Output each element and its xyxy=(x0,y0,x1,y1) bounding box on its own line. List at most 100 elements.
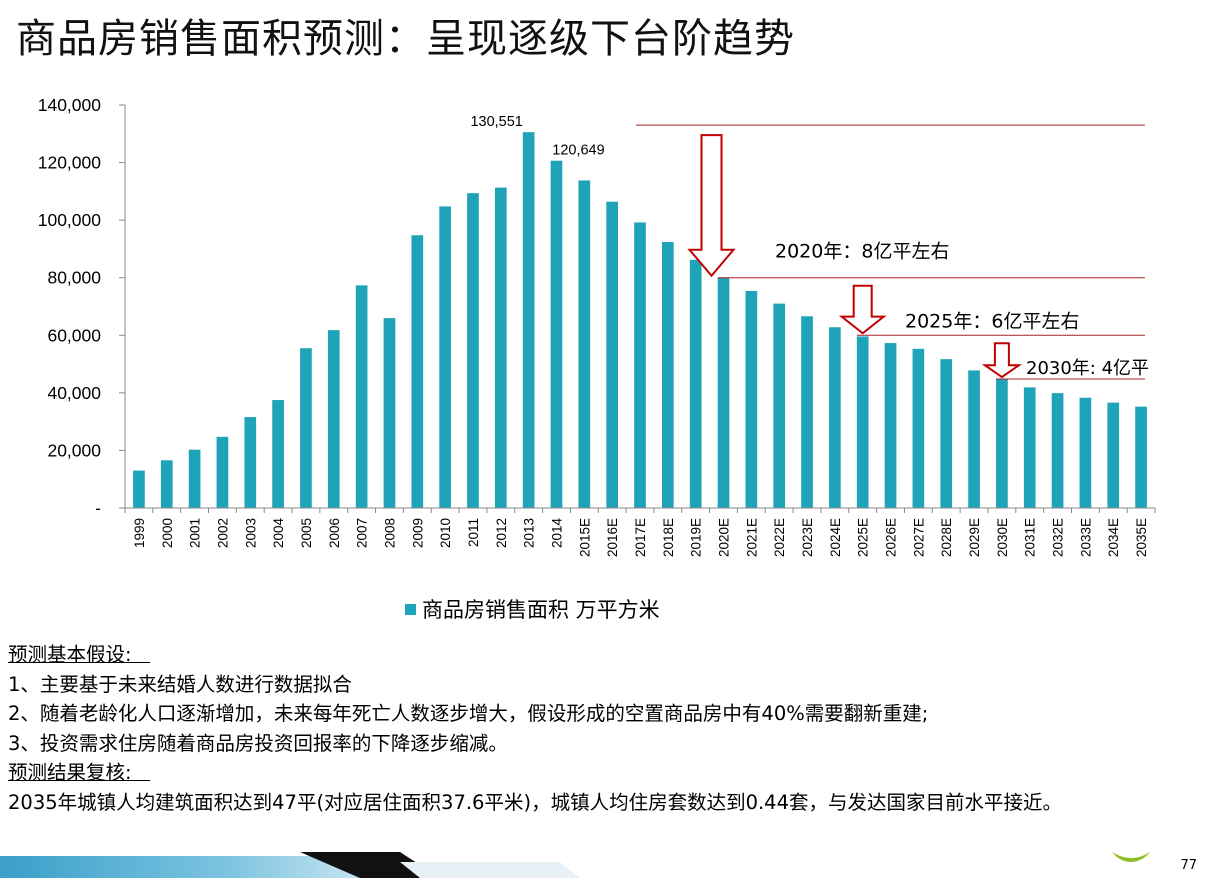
x-tick-label: 2035E xyxy=(1134,518,1149,557)
x-tick-label: 2007 xyxy=(355,518,370,548)
bar xyxy=(355,285,368,508)
assumption-item: 1、主要基于未来结婚人数进行数据拟合 xyxy=(8,672,352,696)
x-tick-label: 2028E xyxy=(939,518,954,557)
bar xyxy=(216,436,229,508)
bar xyxy=(717,277,730,508)
x-tick-label: 2015E xyxy=(577,518,592,557)
y-tick-label: - xyxy=(95,498,101,518)
bar xyxy=(300,348,312,508)
x-tick-label: 2012 xyxy=(494,518,509,548)
y-tick-label: 20,000 xyxy=(47,440,101,460)
bar xyxy=(968,370,980,508)
bar xyxy=(689,259,702,508)
bar xyxy=(884,343,897,508)
y-tick-label: 60,000 xyxy=(47,325,101,345)
bars xyxy=(133,132,1147,509)
bar xyxy=(634,222,646,508)
page-number: 77 xyxy=(1180,858,1197,873)
assumption-item: 2、随着老龄化人口逐渐增加，未来每年死亡人数逐步增大，假设形成的空置商品房中有4… xyxy=(8,702,929,725)
y-tick-label: 40,000 xyxy=(47,383,101,403)
x-tick-label: 2019E xyxy=(689,518,704,557)
x-tick-label: 2004 xyxy=(271,518,286,549)
bar xyxy=(606,201,619,508)
bar xyxy=(1023,387,1036,508)
x-tick-label: 2031E xyxy=(1023,518,1038,557)
assumptions-heading: 预测基本假设: xyxy=(8,643,132,666)
x-tick-label: 2032E xyxy=(1051,518,1066,557)
x-tick-label: 2008 xyxy=(382,518,397,548)
bar xyxy=(550,160,563,508)
x-tick-label: 2018E xyxy=(661,518,676,557)
x-tick-label: 2005 xyxy=(299,518,314,548)
x-tick-label: 2002 xyxy=(215,518,230,548)
x-tick-label: 2030E xyxy=(995,518,1010,557)
annotation-label: 2030年: 4亿平 xyxy=(1026,358,1149,379)
x-tick-label: 2022E xyxy=(772,518,787,557)
x-tick-label: 2000 xyxy=(160,518,175,548)
assumption-item: 3、投资需求住房随着商品房投资回报率的下降逐步缩减。 xyxy=(8,731,508,755)
y-axis: - 20,000 40,000 60,000 80,000 100,000 120,000 1… xyxy=(38,95,126,518)
bar xyxy=(411,235,424,508)
x-tick-label: 2001 xyxy=(188,518,203,548)
bar xyxy=(773,303,786,508)
bar xyxy=(383,318,396,508)
bar xyxy=(801,316,813,508)
bottom-decoration xyxy=(0,852,580,878)
x-tick-label: 2009 xyxy=(410,518,425,548)
x-tick-label: 2033E xyxy=(1078,518,1093,557)
bar xyxy=(160,460,173,508)
x-tick-label: 2016E xyxy=(605,518,620,557)
arrow-icon xyxy=(838,284,887,335)
x-tick-label: 2034E xyxy=(1106,518,1121,557)
logo-icon xyxy=(1112,852,1150,862)
bar xyxy=(996,379,1008,508)
x-tick-label: 2024E xyxy=(828,518,843,557)
page-title: 商品房销售面积预测：呈现逐级下台阶趋势 xyxy=(16,16,795,62)
bar xyxy=(1107,402,1120,508)
bar xyxy=(829,327,841,508)
y-tick-label: 140,000 xyxy=(38,95,102,115)
x-tick-label: 2014 xyxy=(549,518,564,549)
y-tick-label: 120,000 xyxy=(38,153,102,173)
bar xyxy=(244,417,257,508)
bar xyxy=(272,400,284,508)
legend-label: 商品房销售面积 万平方米 xyxy=(422,598,660,622)
bar xyxy=(1051,393,1064,508)
x-axis: 1999 2000 2001 2002 2003 2004 2005 2006 2007 2008… xyxy=(124,507,1156,557)
legend: 商品房销售面积 万平方米 xyxy=(405,594,660,624)
bar-chart: - 20,000 40,000 60,000 80,000 100,000 120,000 1… xyxy=(38,95,1156,557)
data-label: 130,551 xyxy=(470,114,522,130)
bar xyxy=(133,470,145,508)
annotation-label: 2025年：6亿平左右 xyxy=(905,310,1079,332)
x-tick-label: 2013 xyxy=(522,518,537,548)
x-tick-label: 2011 xyxy=(466,518,481,547)
annotations: 2020年：8亿平左右 2025年：6亿平左右 2030年: 4亿平 xyxy=(636,124,1149,380)
x-tick-label: 2026E xyxy=(884,518,899,557)
review-conclusion: 2035年城镇人均建筑面积达到47平(对应居住面积37.6平米)，城镇人均住房套… xyxy=(8,790,1062,814)
x-tick-label: 2020E xyxy=(717,518,732,557)
bar xyxy=(856,336,869,508)
legend-swatch xyxy=(405,603,416,615)
notes: 预测基本假设: 1、主要基于未来结婚人数进行数据拟合 2、随着老龄化人口逐渐增加… xyxy=(8,640,1203,817)
bar xyxy=(1135,406,1147,508)
x-tick-label: 2003 xyxy=(243,518,258,548)
arrow-icon xyxy=(981,342,1023,379)
x-tick-label: 2027E xyxy=(911,518,926,557)
bar xyxy=(467,193,479,509)
bar xyxy=(327,330,340,508)
bar xyxy=(494,187,507,508)
x-tick-label: 2025E xyxy=(856,518,871,557)
bar xyxy=(522,132,535,508)
bar xyxy=(940,359,953,508)
bar xyxy=(578,180,591,508)
annotation-label: 2020年：8亿平左右 xyxy=(775,241,949,263)
bar xyxy=(188,449,201,508)
bar xyxy=(439,206,451,509)
data-label: 120,649 xyxy=(552,143,604,159)
y-tick-label: 100,000 xyxy=(38,210,102,230)
x-tick-label: 1999 xyxy=(132,518,147,548)
bar xyxy=(661,242,674,508)
x-tick-label: 2021E xyxy=(744,518,759,557)
review-heading: 预测结果复核: xyxy=(8,761,132,784)
bar xyxy=(745,290,758,508)
